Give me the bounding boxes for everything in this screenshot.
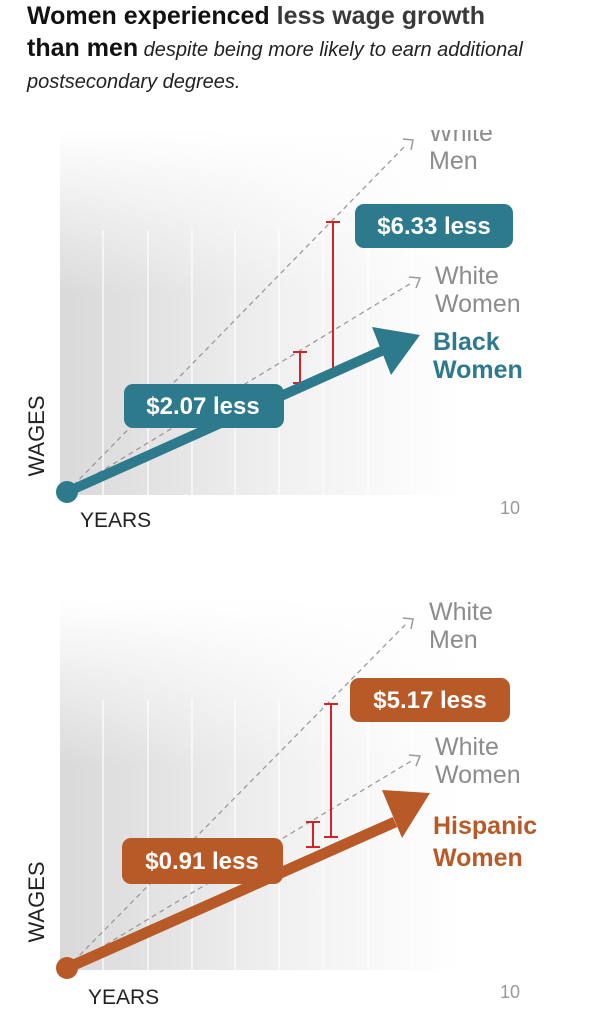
hispanic-women-arrowhead xyxy=(382,790,430,838)
x-tick-label: 10 xyxy=(500,982,520,1002)
chart-black-women: $6.33 less $2.07 less White Men White Wo… xyxy=(24,130,523,530)
origin-marker xyxy=(56,481,78,503)
label-white-men-1: White xyxy=(429,600,493,626)
x-tick-label: 10 xyxy=(500,498,520,518)
white-men-arrowhead xyxy=(402,617,414,630)
y-axis-label: WAGES xyxy=(24,395,49,476)
chart-hispanic-women: $5.17 less $0.91 less White Men White Wo… xyxy=(24,600,537,1009)
label-white-men-1: White xyxy=(429,130,493,147)
label-hispanic-women-1: Hispanic xyxy=(433,812,537,840)
gap-callout-large: $6.33 less xyxy=(355,204,513,248)
origin-marker xyxy=(56,957,78,979)
series-hispanic-women xyxy=(56,790,430,979)
gap-label-small: $0.91 less xyxy=(145,848,258,875)
gap-label-large: $6.33 less xyxy=(377,213,490,240)
label-black-women-2: Women xyxy=(433,356,523,384)
vertical-gridlines xyxy=(102,700,457,970)
label-white-women-1: White xyxy=(435,262,499,290)
label-white-women-2: Women xyxy=(435,761,521,789)
x-axis-label: YEARS xyxy=(88,986,159,1009)
label-white-men-2: Men xyxy=(429,147,478,175)
plot-background-fade xyxy=(60,130,460,495)
gap-label-small: $2.07 less xyxy=(146,393,259,420)
gap-callout-small: $2.07 less xyxy=(124,384,284,428)
label-black-women-1: Black xyxy=(433,328,500,356)
series-white-men xyxy=(66,617,414,969)
gap-label-large: $5.17 less xyxy=(373,687,486,714)
headline-part1: Women experienced xyxy=(27,2,277,30)
label-hispanic-women-2: Women xyxy=(433,844,523,872)
label-white-men-2: Men xyxy=(429,626,478,654)
headline: Women experienced less wage growth than … xyxy=(27,0,592,96)
label-white-women-2: Women xyxy=(435,290,521,318)
series-white-men xyxy=(66,138,414,493)
gap-markers xyxy=(306,703,338,848)
headline-part3: than men xyxy=(27,34,139,62)
black-women-arrowhead xyxy=(372,327,420,375)
label-white-women-1: White xyxy=(435,733,499,761)
gap-callout-large: $5.17 less xyxy=(350,678,510,722)
hispanic-women-line xyxy=(64,816,398,974)
gap-callout-small: $0.91 less xyxy=(122,838,283,884)
white-women-arrowhead xyxy=(408,754,422,767)
vertical-gridlines xyxy=(102,230,457,495)
y-axis-label: WAGES xyxy=(24,861,49,942)
x-axis-label: YEARS xyxy=(80,509,151,530)
white-women-arrowhead xyxy=(408,276,422,289)
headline-emphasis: less wage growth xyxy=(276,2,486,30)
white-men-arrowhead xyxy=(402,138,414,151)
headline-subtitle: despite being more likely to earn additi… xyxy=(27,39,523,93)
